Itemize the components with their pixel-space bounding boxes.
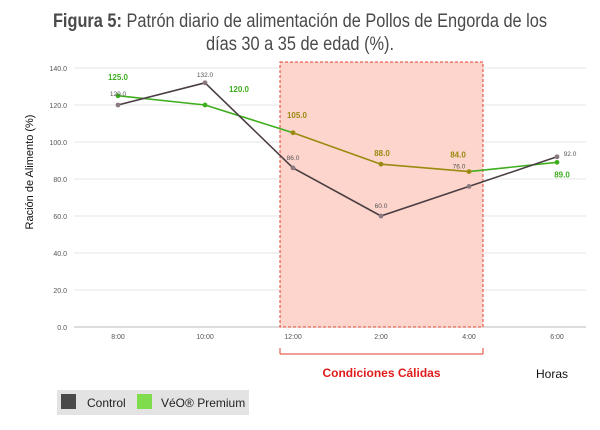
control-series-segment	[468, 156, 558, 188]
control-data-label: 120.0	[110, 91, 127, 98]
control-point	[202, 80, 208, 86]
control-point	[290, 165, 296, 171]
control-point	[378, 213, 384, 219]
control-series-segment	[292, 167, 382, 217]
veo-series-segment	[292, 131, 382, 165]
legend-label-control: Control	[87, 396, 126, 410]
veo-point	[466, 169, 472, 175]
veo-data-label: 89.0	[554, 170, 570, 179]
x-tick-label: 4:00	[462, 334, 476, 341]
legend-label-veo-premium: VéO® Premium	[161, 396, 246, 410]
legend-swatch-control	[61, 394, 76, 409]
x-axis-title: Horas	[536, 367, 568, 381]
y-axis-title: Ración de Alimento (%)	[24, 115, 36, 230]
control-data-label: 92.0	[564, 151, 577, 158]
y-tick-label: 60.0	[53, 214, 67, 221]
figure-caption: Patrón diario de alimentación de Pollos …	[126, 11, 548, 55]
control-point	[466, 184, 472, 189]
veo-point	[115, 93, 121, 99]
control-data-label: 86.0	[287, 155, 300, 162]
legend-swatch-veo-premium	[137, 394, 152, 409]
x-tick-label: 10:00	[196, 334, 214, 341]
control-series-segment	[380, 185, 470, 217]
y-tick-label: 20.0	[53, 288, 67, 295]
y-tick-label: 140.0	[49, 66, 67, 73]
veo-data-label: 125.0	[108, 73, 129, 82]
control-data-label: 76.0	[453, 163, 466, 170]
x-tick-label: 12:00	[284, 334, 302, 341]
y-tick-label: 120.0	[49, 103, 67, 110]
figure-number: Figura 5:	[52, 11, 122, 32]
veo-data-label: 88.0	[374, 149, 390, 158]
control-series-segment	[117, 82, 206, 106]
veo-series-segment	[468, 161, 558, 173]
control-data-label: 60.0	[375, 203, 388, 210]
y-tick-label: 0.0	[57, 325, 67, 332]
y-tick-label: 80.0	[53, 177, 67, 184]
control-data-label: 132.0	[197, 72, 214, 79]
veo-point	[290, 130, 296, 136]
veo-data-label: 84.0	[450, 151, 466, 160]
y-tick-label: 40.0	[53, 251, 67, 258]
warm-conditions-band	[279, 61, 484, 328]
x-tick-label: 8:00	[111, 334, 125, 341]
veo-data-label: 105.0	[287, 111, 308, 120]
y-tick-label: 100.0	[49, 140, 67, 147]
veo-point	[202, 102, 208, 108]
x-tick-label: 2:00	[374, 334, 388, 341]
control-point	[115, 102, 121, 108]
chart-title: Figura 5: Patrón diario de alimentación …	[42, 10, 558, 56]
veo-point	[554, 159, 560, 165]
veo-data-label: 120.0	[229, 85, 250, 94]
x-tick-label: 6:00	[550, 334, 564, 341]
chart-legend: Control VéO® Premium	[57, 390, 249, 415]
veo-series-segment	[380, 163, 470, 173]
veo-series-segment	[204, 104, 294, 134]
warm-conditions-label: Condiciones Cálidas	[322, 366, 440, 380]
control-series-segment	[204, 82, 294, 169]
veo-series-segment	[117, 94, 206, 106]
control-point	[554, 154, 560, 160]
veo-point	[378, 161, 384, 167]
